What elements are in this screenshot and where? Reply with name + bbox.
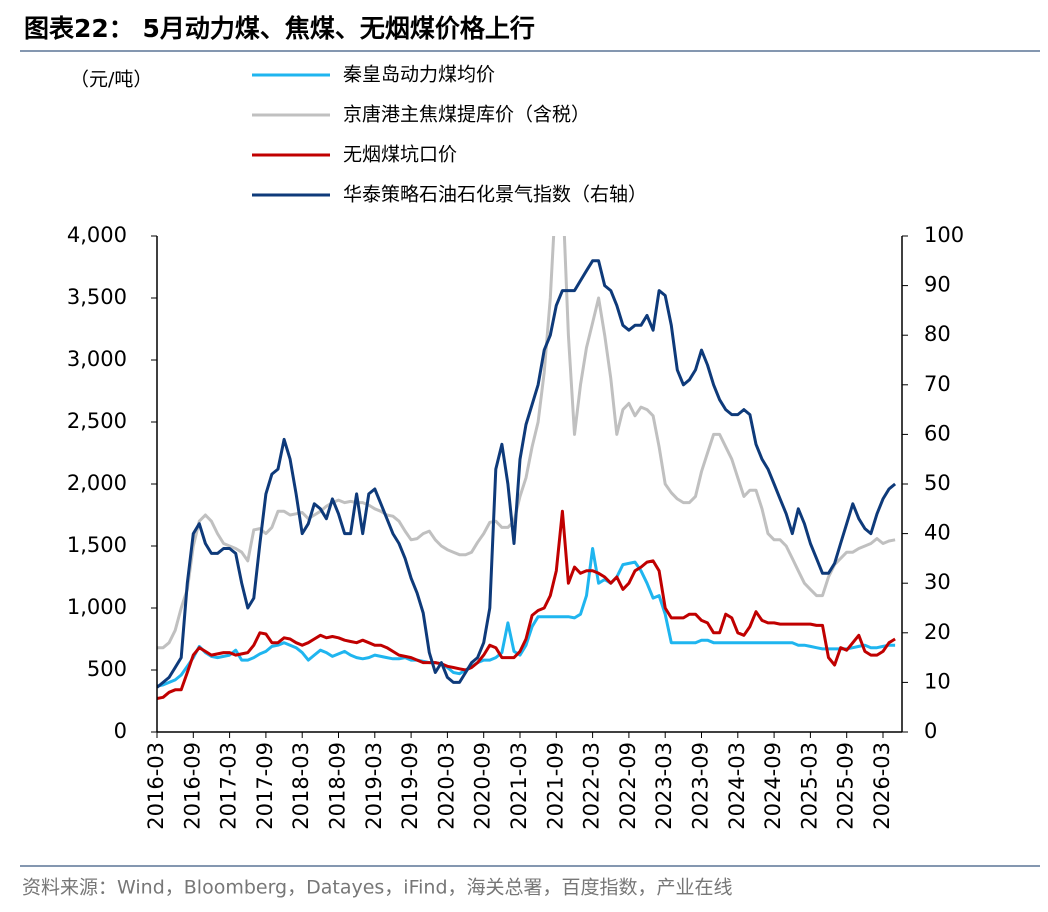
y-tick-label: 0 — [114, 719, 127, 743]
x-tick-label: 2024-09 — [761, 742, 785, 830]
y2-tick-label: 0 — [924, 719, 937, 743]
x-tick-label: 2023-09 — [689, 742, 713, 830]
x-tick-label: 2016-09 — [180, 742, 204, 830]
series-line — [157, 259, 897, 689]
x-tick-label: 2021-03 — [507, 742, 531, 830]
y-tick-label: 4,000 — [67, 223, 127, 247]
x-tick-label: 2016-03 — [144, 742, 168, 830]
y-tick-label: 2,000 — [67, 471, 127, 495]
x-tick-label: 2019-09 — [398, 742, 422, 830]
x-tick-label: 2020-03 — [434, 742, 458, 830]
y-tick-label: 3,000 — [67, 347, 127, 371]
x-tick-label: 2018-09 — [326, 742, 350, 830]
x-tick-label: 2025-03 — [797, 742, 821, 830]
y2-tick-label: 40 — [924, 521, 951, 545]
y2-tick-label: 50 — [924, 471, 951, 495]
y2-tick-label: 60 — [924, 421, 951, 445]
y2-tick-label: 20 — [924, 620, 951, 644]
y-tick-label: 500 — [87, 657, 127, 681]
y-tick-label: 3,500 — [67, 285, 127, 309]
y2-tick-label: 90 — [924, 273, 951, 297]
x-tick-label: 2022-03 — [580, 742, 604, 830]
y-tick-label: 1,000 — [67, 595, 127, 619]
x-tick-label: 2025-09 — [834, 742, 858, 830]
x-tick-label: 2021-09 — [543, 742, 567, 830]
y2-tick-label: 70 — [924, 372, 951, 396]
source-note: 资料来源：Wind，Bloomberg，Datayes，iFind，海关总署，百… — [22, 877, 733, 899]
plot-area — [157, 236, 897, 700]
x-tick-label: 2017-09 — [253, 742, 277, 830]
x-tick-label: 2018-03 — [289, 742, 313, 830]
x-tick-label: 2024-03 — [725, 742, 749, 830]
y2-tick-label: 30 — [924, 570, 951, 594]
legend-label: 秦皇岛动力煤均价 — [343, 64, 495, 86]
x-tick-label: 2017-03 — [217, 742, 241, 830]
y-tick-label: 2,500 — [67, 409, 127, 433]
series-line — [157, 236, 896, 650]
series-line — [157, 547, 896, 688]
legend-label: 京唐港主焦煤提库价（含税） — [343, 104, 590, 126]
x-tick-label: 2019-03 — [362, 742, 386, 830]
series-line — [157, 509, 896, 700]
x-tick-label: 2026-03 — [870, 742, 894, 830]
chart-title: 图表22： 5月动力煤、焦煤、无烟煤价格上行 — [24, 14, 535, 43]
x-tick-label: 2020-09 — [471, 742, 495, 830]
x-tick-label: 2023-03 — [652, 742, 676, 830]
legend-label: 无烟煤坑口价 — [343, 144, 457, 166]
y2-tick-label: 100 — [924, 223, 964, 247]
y2-tick-label: 80 — [924, 322, 951, 346]
y-tick-label: 1,500 — [67, 533, 127, 557]
y2-tick-label: 10 — [924, 669, 951, 693]
y-axis-unit: （元/吨） — [70, 69, 152, 91]
x-tick-label: 2022-09 — [616, 742, 640, 830]
legend-label: 华泰策略石油石化景气指数（右轴） — [343, 184, 647, 206]
